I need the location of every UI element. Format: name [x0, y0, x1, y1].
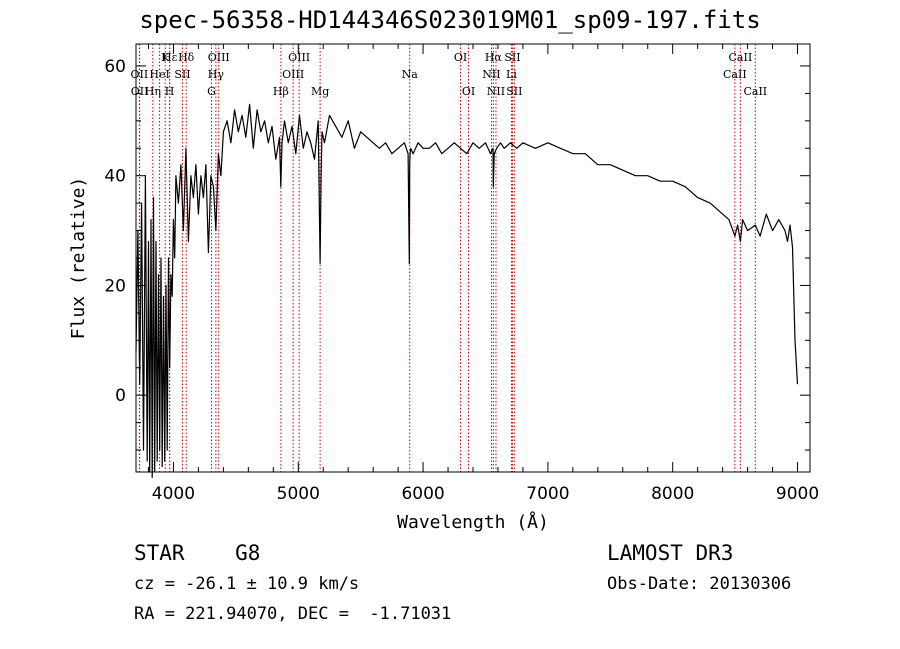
- redshift-velocity: cz = -26.1 ± 10.9 km/s: [134, 574, 360, 594]
- series-flux: [135, 103, 799, 479]
- y-tick-label-0: 0: [115, 386, 126, 406]
- line-label-22: Li: [506, 68, 517, 81]
- line-label-21: NII: [482, 68, 500, 81]
- y-tick-label-60: 60: [104, 57, 126, 77]
- line-label-20: SII: [504, 51, 520, 64]
- x-tick-label-9000: 9000: [776, 484, 819, 504]
- line-markers: [138, 44, 756, 472]
- line-label-27: CaII: [743, 85, 767, 98]
- line-label-13: OIII: [282, 68, 304, 81]
- line-label-12: OIII: [288, 51, 310, 64]
- line-label-18: OI: [462, 85, 475, 98]
- line-label-24: SII: [506, 85, 522, 98]
- x-tick-label-4000: 4000: [152, 484, 195, 504]
- line-label-5: SII: [174, 68, 190, 81]
- x-axis-label: Wavelength (Å): [397, 511, 549, 533]
- axis-ticks: 4000 5000 6000 7000 8000 9000 0 20 40 60: [104, 44, 819, 504]
- observation-date: Obs-Date: 20130306: [607, 574, 792, 594]
- object-class: STAR G8: [134, 541, 261, 565]
- y-tick-label-20: 20: [104, 276, 126, 296]
- line-label-26: CaII: [723, 68, 747, 81]
- line-label-9: OIII: [208, 51, 230, 64]
- y-tick-label-40: 40: [104, 167, 126, 187]
- line-label-19: Hα: [485, 51, 503, 64]
- x-tick-label-8000: 8000: [651, 484, 694, 504]
- spectrum-series: [135, 103, 799, 479]
- line-label-6: OII: [131, 85, 149, 98]
- line-label-8: H: [165, 85, 175, 98]
- line-label-14: Hβ: [273, 85, 289, 98]
- x-tick-label-5000: 5000: [277, 484, 320, 504]
- line-label-11: G: [207, 85, 216, 98]
- plot-frame: [135, 43, 811, 473]
- line-label-7: Hη: [145, 85, 161, 98]
- plot-border: [135, 43, 811, 473]
- line-label-0: Hε: [162, 51, 178, 64]
- line-label-17: OI: [454, 51, 467, 64]
- line-label-25: CaII: [729, 51, 753, 64]
- chart-title: spec-56358-HD144346S023019M01_sp09-197.f…: [139, 6, 761, 34]
- line-label-23: NII: [487, 85, 505, 98]
- line-label-15: Mg: [311, 85, 329, 98]
- x-tick-label-7000: 7000: [526, 484, 569, 504]
- x-tick-label-6000: 6000: [401, 484, 444, 504]
- line-label-3: OII: [131, 68, 149, 81]
- line-label-1: K: [161, 51, 170, 64]
- coordinates: RA = 221.94070, DEC = -1.71031: [134, 604, 452, 624]
- line-label-10: Hγ: [208, 68, 225, 81]
- survey-name: LAMOST DR3: [607, 541, 734, 565]
- line-label-4: HeI: [149, 68, 169, 81]
- line-label-2: Hδ: [178, 51, 195, 64]
- line-label-16: Na: [402, 68, 419, 81]
- y-axis-label: Flux (relative): [68, 177, 89, 340]
